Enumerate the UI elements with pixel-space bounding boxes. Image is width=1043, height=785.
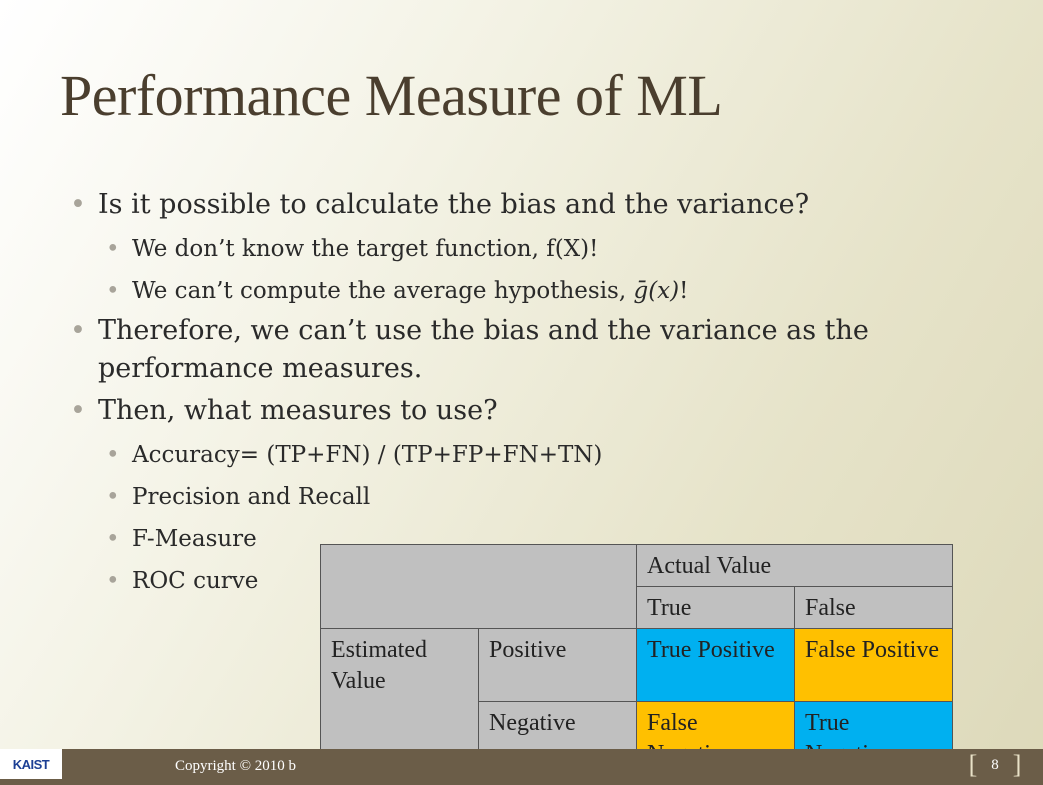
matrix-corner <box>320 544 637 629</box>
slide-title: Performance Measure of ML <box>60 63 723 128</box>
kaist-logo: KAIST <box>0 749 62 779</box>
sub-bullet-target-function: We don’t know the target function, f(X)! <box>70 228 970 270</box>
bullet-bias-question: Is it possible to calculate the bias and… <box>70 186 970 224</box>
copyright-text: Copyright © 2010 b <box>175 758 296 774</box>
sub-bullet-roc-curve: ROC curve <box>70 560 970 602</box>
sub-bullet-average-hypothesis: We can’t compute the average hypothesis,… <box>70 270 970 312</box>
page-number: 8 <box>991 756 999 773</box>
avg-hypothesis-suffix: ! <box>679 278 689 304</box>
actual-false-header: False <box>794 586 953 629</box>
avg-hypothesis-math: ḡ(x) <box>633 278 680 304</box>
footer-bar: KAIST Copyright © 2010 b [ 8 ] <box>0 749 1043 785</box>
actual-true-header: True <box>636 586 795 629</box>
sub-bullet-precision-recall: Precision and Recall <box>70 476 970 518</box>
actual-value-header: Actual Value <box>636 544 953 587</box>
left-bracket-icon: [ <box>968 750 978 779</box>
right-bracket-icon: ] <box>1012 750 1022 779</box>
avg-hypothesis-text: We can’t compute the average hypothesis, <box>132 278 634 304</box>
sub-bullet-f-measure: F-Measure <box>70 518 970 560</box>
bullet-therefore: Therefore, we can’t use the bias and the… <box>70 312 970 388</box>
bullet-what-measures: Then, what measures to use? <box>70 392 970 430</box>
bullet-list: Is it possible to calculate the bias and… <box>70 186 970 602</box>
sub-bullet-accuracy: Accuracy= (TP+FN) / (TP+FP+FN+TN) <box>70 434 970 476</box>
page-number-box: [ 8 ] <box>960 750 1030 779</box>
confusion-matrix: Actual Value True False Estimated Value … <box>320 544 953 775</box>
false-positive-cell: False Positive <box>794 628 953 702</box>
true-positive-cell: True Positive <box>636 628 795 702</box>
estimated-positive-header: Positive <box>478 628 637 702</box>
